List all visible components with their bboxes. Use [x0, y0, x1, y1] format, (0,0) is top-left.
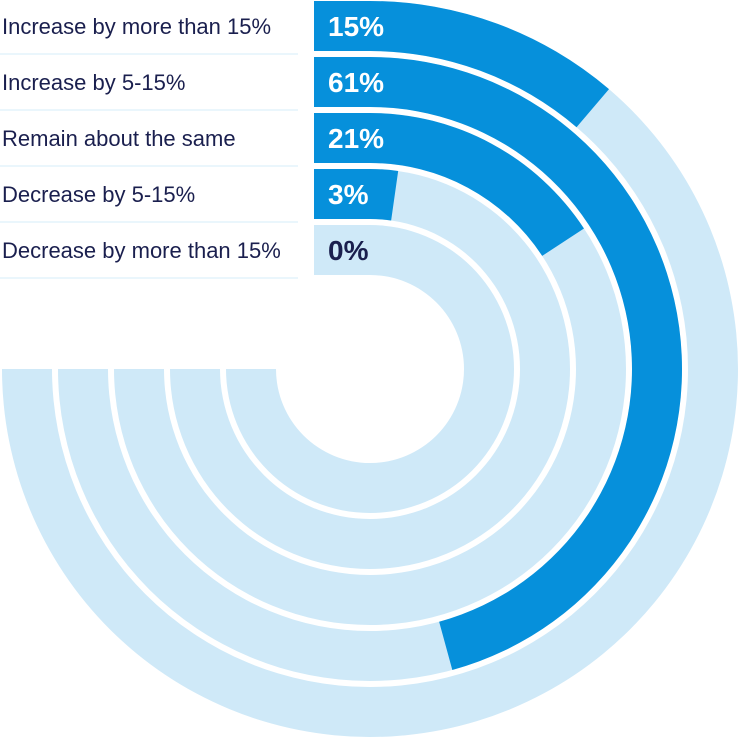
ring-cap	[314, 169, 371, 219]
value-label: 21%	[328, 123, 384, 154]
value-label: 0%	[328, 235, 369, 266]
category-label: Remain about the same	[2, 126, 236, 151]
category-label: Decrease by more than 15%	[2, 238, 281, 263]
category-label: Decrease by 5-15%	[2, 182, 195, 207]
ring-bar	[370, 57, 683, 670]
ring-cap	[314, 113, 371, 163]
ring-bar	[370, 169, 399, 221]
ring-track	[226, 225, 514, 513]
value-label: 3%	[328, 179, 369, 210]
ring-bar	[370, 1, 609, 128]
ring-bar	[370, 113, 584, 256]
ring-cap	[314, 57, 371, 107]
ring-cap	[314, 1, 371, 51]
ring-cap	[314, 225, 371, 275]
category-label: Increase by 5-15%	[2, 70, 185, 95]
category-label: Increase by more than 15%	[2, 14, 271, 39]
value-label: 61%	[328, 67, 384, 98]
value-label: 15%	[328, 11, 384, 42]
